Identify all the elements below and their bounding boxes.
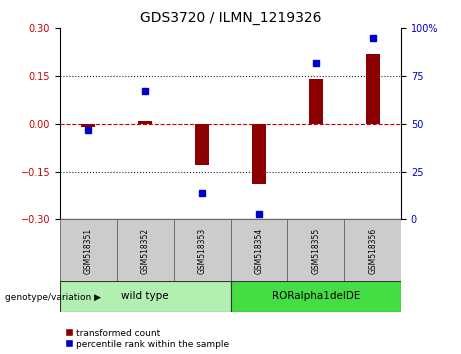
Text: GSM518356: GSM518356 <box>368 227 377 274</box>
Text: GSM518354: GSM518354 <box>254 227 263 274</box>
Text: GSM518355: GSM518355 <box>311 227 320 274</box>
Bar <box>60 281 230 312</box>
Text: GSM518353: GSM518353 <box>198 227 207 274</box>
Bar <box>344 219 401 281</box>
Text: RORalpha1delDE: RORalpha1delDE <box>272 291 360 302</box>
Bar <box>117 219 174 281</box>
Bar <box>252 124 266 184</box>
Bar <box>174 219 230 281</box>
Text: genotype/variation ▶: genotype/variation ▶ <box>5 293 100 302</box>
Bar <box>309 79 323 124</box>
Text: GSM518351: GSM518351 <box>84 227 93 274</box>
Bar <box>366 54 380 124</box>
Bar <box>230 219 287 281</box>
Bar <box>287 219 344 281</box>
Text: GSM518352: GSM518352 <box>141 227 150 274</box>
Bar <box>195 124 209 165</box>
Bar <box>60 219 117 281</box>
Text: wild type: wild type <box>121 291 169 302</box>
Title: GDS3720 / ILMN_1219326: GDS3720 / ILMN_1219326 <box>140 11 321 24</box>
Legend: transformed count, percentile rank within the sample: transformed count, percentile rank withi… <box>65 328 230 349</box>
Bar <box>138 121 152 124</box>
Bar <box>230 281 401 312</box>
Bar <box>81 124 95 127</box>
